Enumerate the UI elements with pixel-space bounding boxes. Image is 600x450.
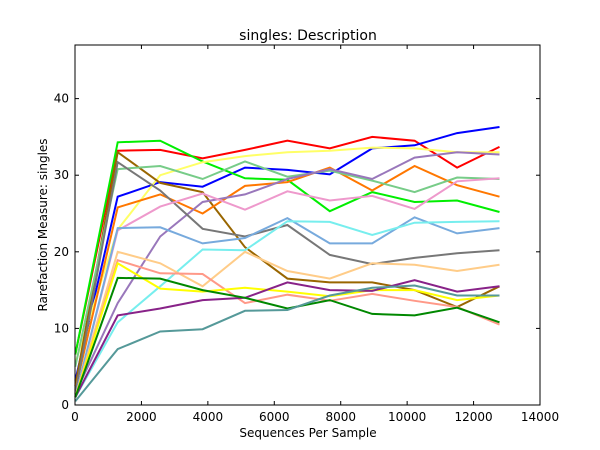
x-tick-label: 2000 xyxy=(126,410,157,424)
series-line-17 xyxy=(74,276,500,398)
x-tick-label: 14000 xyxy=(521,410,559,424)
axes-group: 0 2000 4000 6000 8000 10000 12000 14000 0 10 20 30 4… xyxy=(54,44,559,424)
x-tick-label: 0 xyxy=(71,410,79,424)
series-line-15 xyxy=(74,261,500,398)
x-tick-label: 6000 xyxy=(259,410,290,424)
series-group xyxy=(74,126,500,402)
series-line-7 xyxy=(74,160,500,367)
series-line-14 xyxy=(74,258,500,398)
y-axis-label: Rarefaction Measure: singles xyxy=(36,138,50,311)
series-line-3 xyxy=(74,139,500,355)
y-tick-label: 10 xyxy=(54,321,69,335)
series-line-10 xyxy=(74,177,500,398)
chart-title: singles: Description xyxy=(239,28,377,44)
series-line-13 xyxy=(74,250,500,398)
series-line-11 xyxy=(74,216,500,398)
y-tick-label: 30 xyxy=(54,168,69,182)
x-axis-label: Sequences Per Sample xyxy=(239,426,376,440)
series-line-16 xyxy=(74,279,500,398)
series-line-4 xyxy=(74,146,500,364)
plot-frame xyxy=(74,44,541,406)
y-tick-label: 40 xyxy=(54,92,69,106)
series-line-9 xyxy=(74,160,500,394)
x-tick-label: 10000 xyxy=(388,410,426,424)
x-tick-label: 4000 xyxy=(193,410,224,424)
y-tick-label: 20 xyxy=(54,245,69,259)
x-tick-label: 12000 xyxy=(454,410,492,424)
series-line-18 xyxy=(74,284,500,402)
series-line-6 xyxy=(74,164,500,390)
series-line-12 xyxy=(74,220,500,398)
series-line-5 xyxy=(74,150,500,387)
y-tick-label: 0 xyxy=(61,398,69,412)
series-line-2 xyxy=(74,126,500,381)
x-tick-label: 8000 xyxy=(325,410,356,424)
